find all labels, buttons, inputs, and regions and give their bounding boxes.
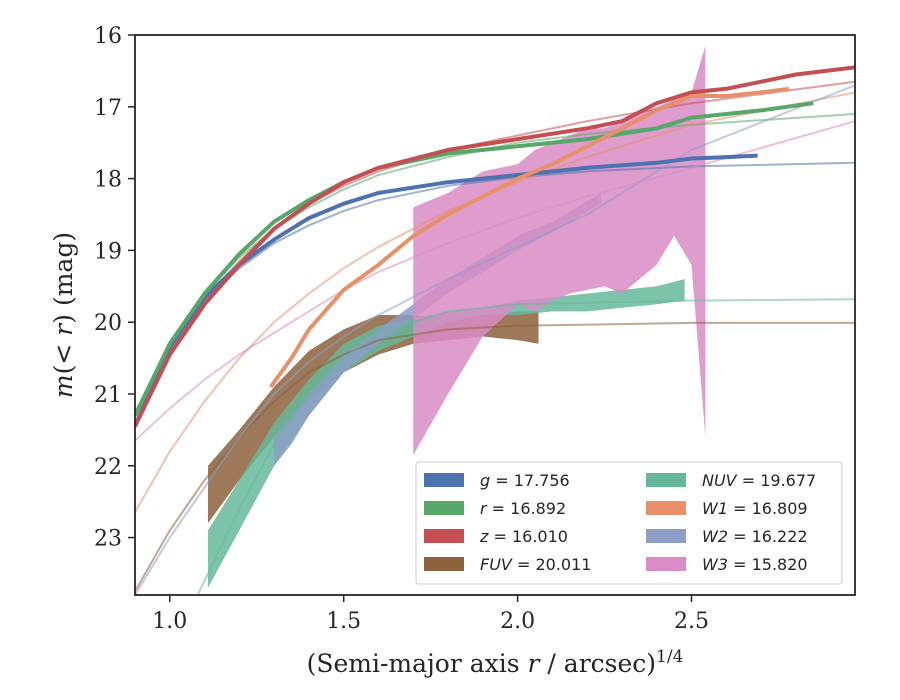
legend-swatch — [424, 529, 464, 543]
y-tick-label: 20 — [94, 311, 122, 336]
legend-frame — [415, 461, 843, 585]
legend-label: r = 16.892 — [480, 499, 566, 518]
legend-swatch — [646, 557, 686, 571]
legend-swatch — [646, 529, 686, 543]
legend: g = 17.756 r = 16.892 z = 16.010 FUV = 20.0… — [415, 461, 843, 585]
legend-label: NUV = 19.677 — [702, 471, 816, 490]
x-tick-label: 2.0 — [500, 609, 535, 634]
x-tick-label: 1.5 — [326, 609, 361, 634]
legend-label: W1 = 16.809 — [702, 499, 808, 518]
axis-ticks: 1.0 1.5 2.0 2.5 16 17 18 19 20 21 22 23 — [94, 24, 709, 634]
y-tick-label: 17 — [94, 96, 122, 121]
y-tick-label: 18 — [94, 168, 122, 193]
profile-line-w1 — [269, 86, 790, 388]
plot-area — [135, 45, 855, 595]
y-tick-label: 21 — [94, 383, 122, 408]
legend-label: g = 17.756 — [480, 471, 570, 490]
model-curve-nuv — [196, 298, 855, 595]
legend-label: W2 = 16.222 — [702, 527, 808, 546]
y-tick-label: 16 — [94, 24, 122, 49]
y-tick-label: 19 — [94, 239, 122, 264]
model-curve-w2 — [135, 84, 855, 595]
y-axis-label: m(< r) (mag) — [49, 232, 78, 398]
legend-label: z = 16.010 — [479, 527, 568, 546]
x-axis-label: (Semi-major axis r / arcsec)1/4 — [307, 647, 684, 678]
model-curve-fuv — [135, 321, 855, 592]
legend-swatch — [424, 473, 464, 487]
x-tick-label: 1.0 — [152, 609, 187, 634]
model-curve-w1 — [135, 91, 855, 513]
x-tick-label: 2.5 — [674, 609, 709, 634]
y-tick-label: 23 — [94, 527, 122, 552]
legend-label: FUV = 20.011 — [480, 555, 591, 574]
band-w3 — [413, 45, 706, 456]
legend-swatch — [646, 501, 686, 515]
legend-label: W3 = 15.820 — [702, 555, 808, 574]
y-tick-label: 22 — [94, 455, 122, 480]
profile-line-g — [135, 153, 758, 428]
legend-swatch — [424, 557, 464, 571]
legend-swatch — [646, 473, 686, 487]
plot-frame — [134, 34, 856, 596]
legend-swatch — [424, 501, 464, 515]
profile-line-z — [135, 65, 855, 428]
